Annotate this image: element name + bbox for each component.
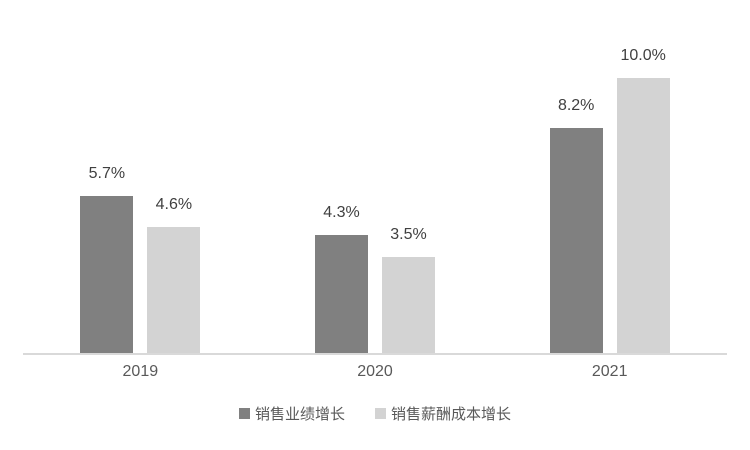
legend-item-series1: 销售业绩增长 (238, 403, 345, 424)
data-label: 10.0% (620, 47, 666, 64)
legend-swatch-series1 (238, 408, 250, 419)
bar (147, 227, 201, 353)
bar-group-2021: 8.2% 10.0% (492, 0, 727, 353)
x-axis-line (23, 353, 727, 355)
legend-swatch-series2 (375, 408, 386, 419)
legend: 销售业绩增长 销售薪酬成本增长 (0, 403, 750, 424)
plot-area: 5.7% 4.6% 4.3% 3.5% 8.2% 10.0% (23, 0, 727, 353)
data-label: 5.7% (88, 165, 126, 182)
data-label: 3.5% (390, 226, 427, 243)
data-label: 4.3% (323, 204, 360, 221)
bar-unit-2019-series2: 4.6% (147, 196, 201, 353)
bar-unit-2019-series1: 5.7% (80, 165, 134, 353)
x-axis-tick-label: 2019 (122, 363, 159, 380)
bar (315, 235, 368, 353)
data-label: 8.2% (557, 97, 595, 114)
bar (549, 128, 603, 353)
legend-label-series2: 销售薪酬成本增长 (391, 406, 512, 423)
x-axis-tick-labels: 2019 2020 2021 (23, 363, 727, 381)
bar-unit-2020-series2: 3.5% (382, 227, 435, 353)
legend-label-series1: 销售业绩增长 (254, 406, 345, 423)
x-axis-tick-label: 2020 (357, 363, 393, 380)
legend-item-series2: 销售薪酬成本增长 (375, 403, 511, 424)
bar (616, 78, 670, 353)
bar (80, 196, 134, 353)
bar-group-2019: 5.7% 4.6% (23, 0, 258, 353)
bar-unit-2020-series1: 4.3% (315, 205, 368, 353)
bar-unit-2021-series2: 10.0% (616, 47, 670, 353)
bar-group-2020: 4.3% 3.5% (258, 0, 493, 353)
bar-unit-2021-series1: 8.2% (549, 97, 603, 353)
data-label: 4.6% (155, 196, 193, 213)
bar (382, 257, 435, 353)
x-axis-tick-label: 2021 (591, 363, 628, 380)
